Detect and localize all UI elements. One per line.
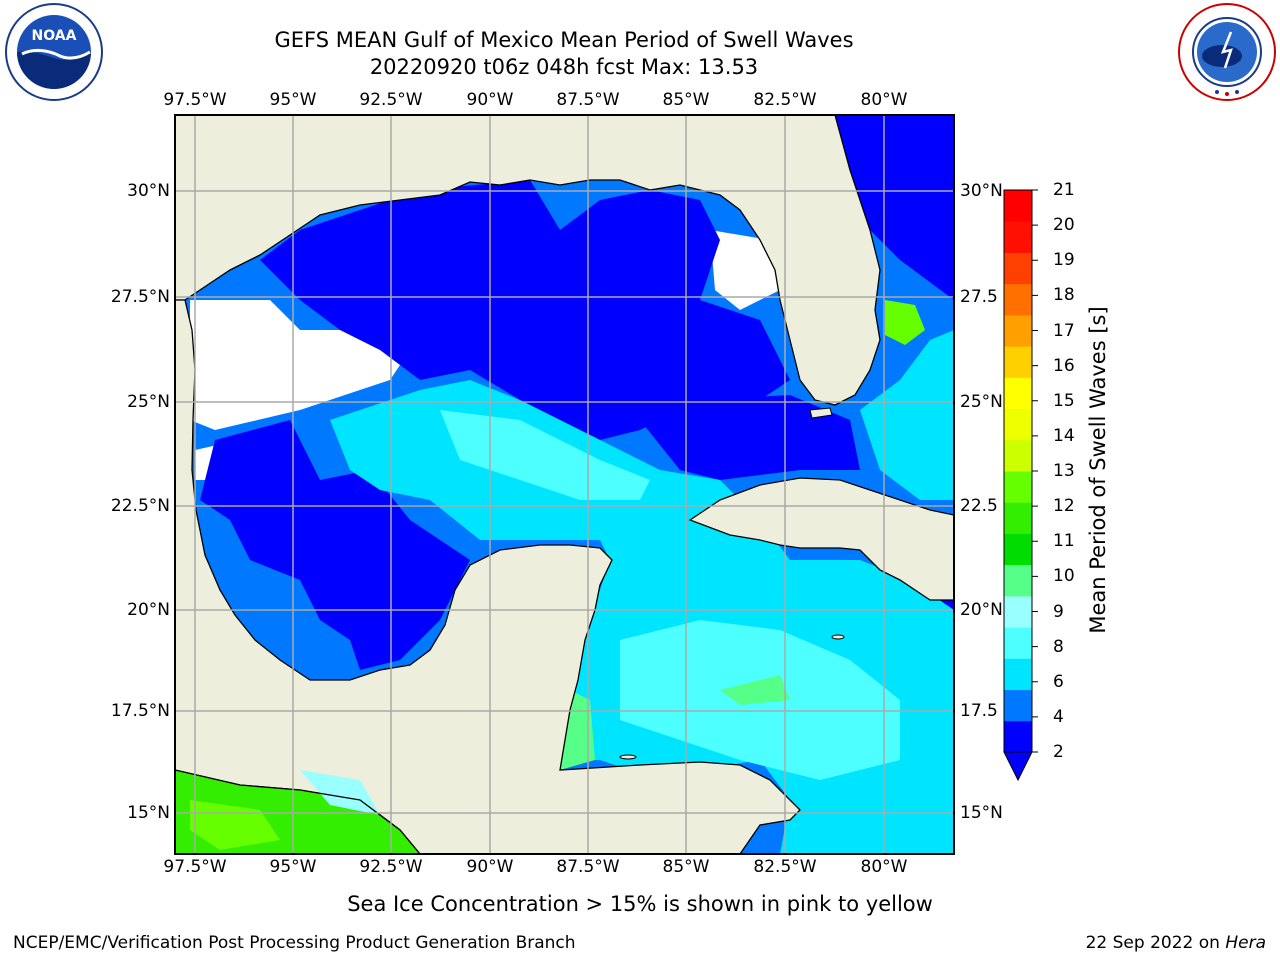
pacific-swell-light: [300, 770, 380, 815]
colorbar-tick-label: 18: [1053, 285, 1075, 306]
lon-label-bottom: 95°W: [269, 857, 317, 877]
lon-label-top: 92.5°W: [359, 90, 423, 110]
colorbar-tick-label: 15: [1053, 390, 1075, 411]
lat-label-left: 17.5°N: [110, 701, 170, 721]
swell-2-4s-region: [200, 420, 470, 670]
colorbar-tick-label: 8: [1053, 636, 1064, 657]
colorbar-tick-label: 4: [1053, 706, 1064, 727]
colorbar-tick-label: 9: [1053, 601, 1064, 622]
colorbar-bin: [1004, 346, 1032, 378]
swell-2-4s-region: [640, 395, 860, 480]
colorbar-bin: [1004, 689, 1032, 722]
lat-label-right: 22.5: [960, 496, 998, 516]
noaa-logo: NOAA: [5, 3, 103, 101]
swell-2-4s-region: [835, 115, 954, 300]
lon-label-bottom: 87.5°W: [556, 857, 620, 877]
lon-label-top: 82.5°W: [753, 90, 817, 110]
colorbar-bin: [1004, 283, 1032, 316]
colorbar: [1003, 189, 1038, 782]
cuba-landmass: [688, 477, 954, 601]
pacific-coastline: [175, 769, 421, 854]
colorbar-bin: [1004, 439, 1032, 472]
colorbar-bin: [1004, 221, 1032, 253]
mexico-central-america-landmass: [175, 299, 801, 854]
lon-label-top: 97.5°W: [163, 90, 227, 110]
lon-label-bottom: 90°W: [466, 857, 514, 877]
map-frame: [174, 114, 955, 855]
swell-6-8s-region: [440, 410, 650, 500]
chart-title: GEFS MEAN Gulf of Mexico Mean Period of …: [274, 28, 854, 52]
lat-label-right: 15°N: [960, 803, 1003, 823]
colorbar-tick-label: 16: [1053, 355, 1075, 376]
lon-label-bottom: 97.5°W: [163, 857, 227, 877]
bay-islands: [619, 754, 637, 760]
chart-subtitle: 20220920 t06z 048h fcst Max: 13.53: [369, 55, 759, 79]
lat-label-left: 30°N: [127, 181, 170, 201]
colorbar-bin: [1004, 533, 1032, 566]
lon-label-bottom: 80°W: [860, 857, 908, 877]
lat-label-right: 25°N: [960, 392, 1003, 412]
colorbar-bin: [1004, 502, 1032, 534]
colorbar-tick-label: 14: [1053, 425, 1075, 446]
lon-label-bottom: 85°W: [662, 857, 710, 877]
swell-2-4s-region: [260, 180, 790, 440]
colorbar-tick-label: 19: [1053, 250, 1075, 271]
colorbar-bin: [1004, 627, 1032, 659]
colorbar-bin: [1004, 408, 1032, 441]
colorbar-tick-label: 11: [1053, 531, 1075, 552]
colorbar-tick-label: 10: [1053, 566, 1075, 587]
lon-label-top: 87.5°W: [556, 90, 620, 110]
colorbar-label: Mean Period of Swell Waves [s]: [1086, 306, 1110, 634]
lon-label-top: 85°W: [662, 90, 710, 110]
colorbar-bin: [1004, 190, 1032, 222]
colorbar-bin: [1004, 471, 1032, 503]
swell-9-10s-region: [720, 675, 790, 705]
lat-label-right: 27.5: [960, 287, 998, 307]
no-data-region: [710, 230, 780, 310]
colorbar-tick-label: 2: [1053, 742, 1064, 762]
florida-keys: [809, 407, 833, 419]
colorbar-bin: [1004, 314, 1032, 347]
colorbar-bin: [1004, 564, 1032, 597]
lon-label-top: 95°W: [269, 90, 317, 110]
cayman-island: [831, 634, 845, 640]
colorbar-tick-label: 13: [1053, 461, 1075, 481]
lat-label-left: 15°N: [127, 803, 170, 823]
colorbar-bin: [1004, 720, 1032, 753]
lat-label-left: 25°N: [127, 392, 170, 412]
colorbar-tick-label: 21: [1053, 180, 1075, 200]
gridlines: [175, 115, 954, 854]
nws-logo: [1178, 3, 1276, 101]
swell-12-13s-region: [885, 300, 925, 345]
colorbar-tick-label: 17: [1053, 320, 1075, 341]
colorbar-tick-label: 20: [1053, 215, 1075, 236]
us-landmass: [175, 115, 881, 406]
lat-label-right: 20°N: [960, 600, 1003, 620]
footer-date: 22 Sep 2022 on Hera: [1086, 932, 1266, 954]
colorbar-extend-arrow: [1003, 751, 1033, 782]
footer-date-text: 22 Sep 2022 on: [1085, 933, 1220, 953]
footer-host: Hera: [1225, 933, 1266, 953]
lat-label-left: 22.5°N: [110, 496, 170, 516]
footer-credit: NCEP/EMC/Verification Post Processing Pr…: [13, 933, 576, 953]
sea-ice-note: Sea Ice Concentration > 15% is shown in …: [347, 892, 933, 916]
lat-label-left: 20°N: [127, 600, 170, 620]
noaa-logo-text: NOAA: [32, 28, 77, 44]
lon-label-top: 80°W: [860, 90, 908, 110]
lon-label-top: 90°W: [466, 90, 514, 110]
lat-label-right: 30°N: [960, 181, 1003, 201]
lon-label-bottom: 92.5°W: [359, 857, 423, 877]
colorbar-tick-label: 12: [1053, 496, 1075, 517]
lon-label-bottom: 82.5°W: [753, 857, 817, 877]
colorbar-tick-label: 6: [1053, 671, 1064, 692]
lat-label-left: 27.5°N: [110, 287, 170, 307]
colorbar-bin: [1004, 377, 1032, 410]
colorbar-bin: [1004, 595, 1032, 628]
colorbar-bin: [1004, 658, 1032, 691]
lat-label-right: 17.5: [960, 701, 998, 721]
colorbar-bin: [1004, 252, 1032, 285]
